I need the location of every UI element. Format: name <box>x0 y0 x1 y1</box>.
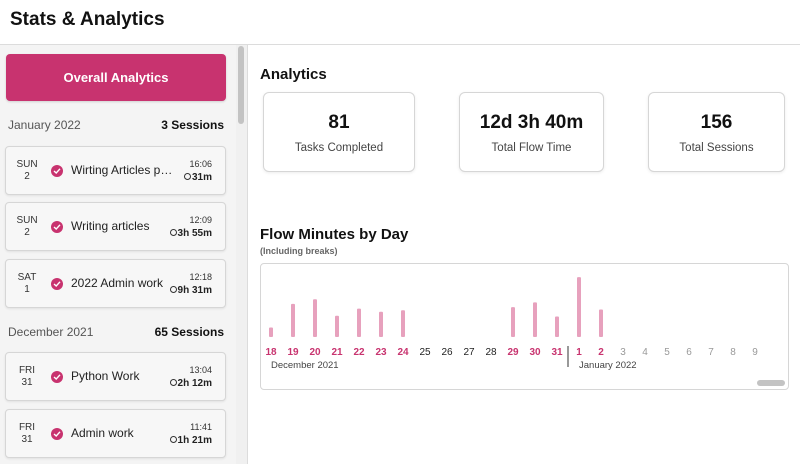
chart-bar[interactable] <box>511 307 515 337</box>
clock-icon <box>169 379 177 386</box>
chart-bar[interactable] <box>357 308 361 337</box>
chart-bar[interactable] <box>599 309 603 337</box>
chart-bar[interactable] <box>269 327 273 337</box>
session-duration: 2h 12m <box>169 378 212 389</box>
session-name: 2022 Admin work <box>71 276 164 290</box>
session-card[interactable]: SUN 2 Wirting Articles par... 16:06 31m <box>5 146 226 195</box>
session-duration: 9h 31m <box>169 285 212 296</box>
chart-bar[interactable] <box>379 311 383 337</box>
x-tick-label: 3 <box>620 347 626 358</box>
chart-bar[interactable] <box>533 302 537 337</box>
x-tick-label: 31 <box>551 347 563 358</box>
x-tick-label: 22 <box>353 347 365 358</box>
sidebar: Overall Analytics January 2022 3 Session… <box>0 45 236 464</box>
clock-icon <box>183 173 191 180</box>
chart-bar[interactable] <box>291 303 295 337</box>
clock-icon <box>169 436 177 443</box>
chart-bar[interactable] <box>335 315 339 337</box>
stat-card-sessions: 156 Total Sessions <box>648 92 785 172</box>
stat-label: Tasks Completed <box>294 142 384 154</box>
session-date: SUN 2 <box>16 215 38 238</box>
month-axis-label: January 2022 <box>579 360 637 371</box>
session-card[interactable]: FRI 31 Admin work 11:41 1h 21m <box>5 409 226 458</box>
x-tick-label: 2 <box>598 347 604 358</box>
sidebar-scrollbar[interactable] <box>236 45 248 464</box>
chart-canvas: 18 19 20 21 22 23 24 25 26 27 28 29 30 31 1 2 3 4 5 6 7 8 9Dec… <box>265 277 758 371</box>
sidebar-scrollbar-thumb[interactable] <box>238 46 244 124</box>
session-duration: 1h 21m <box>169 435 212 446</box>
x-tick-label: 18 <box>265 347 277 358</box>
session-date: SUN 2 <box>16 159 38 182</box>
chart-bar[interactable] <box>577 277 581 337</box>
x-tick-label: 7 <box>708 347 714 358</box>
overall-analytics-button[interactable]: Overall Analytics <box>6 54 226 101</box>
clock-icon <box>169 286 177 293</box>
chart-title: Flow Minutes by Day <box>260 226 409 243</box>
session-card[interactable]: SUN 2 Writing articles 12:09 3h 55m <box>5 202 226 251</box>
x-tick-label: 8 <box>730 347 736 358</box>
x-tick-label: 24 <box>397 347 409 358</box>
flow-minutes-chart[interactable]: 18 19 20 21 22 23 24 25 26 27 28 29 30 31 1 2 3 4 5 6 7 8 9 Dec… <box>260 263 789 390</box>
month-label: January 2022 <box>8 118 81 132</box>
session-card[interactable]: FRI 31 Python Work 13:04 2h 12m <box>5 352 226 401</box>
session-time: 12:18 <box>189 272 212 282</box>
session-count: 3 Sessions <box>161 118 224 132</box>
x-tick-label: 4 <box>642 347 648 358</box>
session-name: Wirting Articles par... <box>71 163 179 177</box>
session-name: Admin work <box>71 426 134 440</box>
x-tick-label: 9 <box>752 347 758 358</box>
session-time: 16:06 <box>189 159 212 169</box>
session-duration: 31m <box>183 172 212 183</box>
x-tick-label: 27 <box>463 347 475 358</box>
session-count: 65 Sessions <box>154 325 224 339</box>
x-tick-label: 21 <box>331 347 343 358</box>
stat-label: Total Flow Time <box>491 142 572 154</box>
x-tick-label: 1 <box>576 347 582 358</box>
stat-label: Total Sessions <box>679 142 754 154</box>
x-tick-label: 28 <box>485 347 497 358</box>
month-group-header: December 2021 65 Sessions <box>8 323 224 341</box>
check-circle-icon <box>51 278 63 290</box>
chart-subtitle: (Including breaks) <box>260 246 338 256</box>
chart-bar[interactable] <box>401 310 405 337</box>
check-circle-icon <box>51 165 63 177</box>
x-tick-label: 5 <box>664 347 670 358</box>
session-date: FRI 31 <box>18 365 36 388</box>
stat-value: 156 <box>700 112 733 133</box>
x-tick-label: 6 <box>686 347 692 358</box>
stat-value: 81 <box>328 112 350 133</box>
x-tick-label: 25 <box>419 347 431 358</box>
check-circle-icon <box>51 371 63 383</box>
x-tick-label: 29 <box>507 347 519 358</box>
stat-card-tasks: 81 Tasks Completed <box>263 92 415 172</box>
session-card[interactable]: SAT 1 2022 Admin work 12:18 9h 31m <box>5 259 226 308</box>
month-axis-label: December 2021 <box>271 360 339 371</box>
month-group-header: January 2022 3 Sessions <box>8 116 224 134</box>
session-time: 13:04 <box>189 365 212 375</box>
session-duration: 3h 55m <box>169 228 212 239</box>
check-circle-icon <box>51 221 63 233</box>
session-date: FRI 31 <box>18 422 36 445</box>
app-header: Stats & Analytics <box>0 0 800 45</box>
x-tick-label: 19 <box>287 347 299 358</box>
x-tick-label: 26 <box>441 347 453 358</box>
stat-card-flow-time: 12d 3h 40m Total Flow Time <box>459 92 604 172</box>
chart-bar[interactable] <box>555 316 559 337</box>
x-tick-label: 23 <box>375 347 387 358</box>
session-time: 12:09 <box>189 215 212 225</box>
session-name: Python Work <box>71 369 140 383</box>
chart-bar[interactable] <box>313 299 317 337</box>
x-tick-label: 20 <box>309 347 321 358</box>
analytics-heading: Analytics <box>260 66 327 83</box>
stat-value: 12d 3h 40m <box>479 112 584 133</box>
month-label: December 2021 <box>8 325 94 339</box>
check-circle-icon <box>51 428 63 440</box>
session-time: 11:41 <box>190 422 212 432</box>
chart-horizontal-scrollbar[interactable] <box>757 380 785 386</box>
session-date: SAT 1 <box>17 272 37 295</box>
x-tick-label: 30 <box>529 347 541 358</box>
clock-icon <box>169 229 177 236</box>
session-name: Writing articles <box>71 219 150 233</box>
page-title: Stats & Analytics <box>10 9 165 30</box>
